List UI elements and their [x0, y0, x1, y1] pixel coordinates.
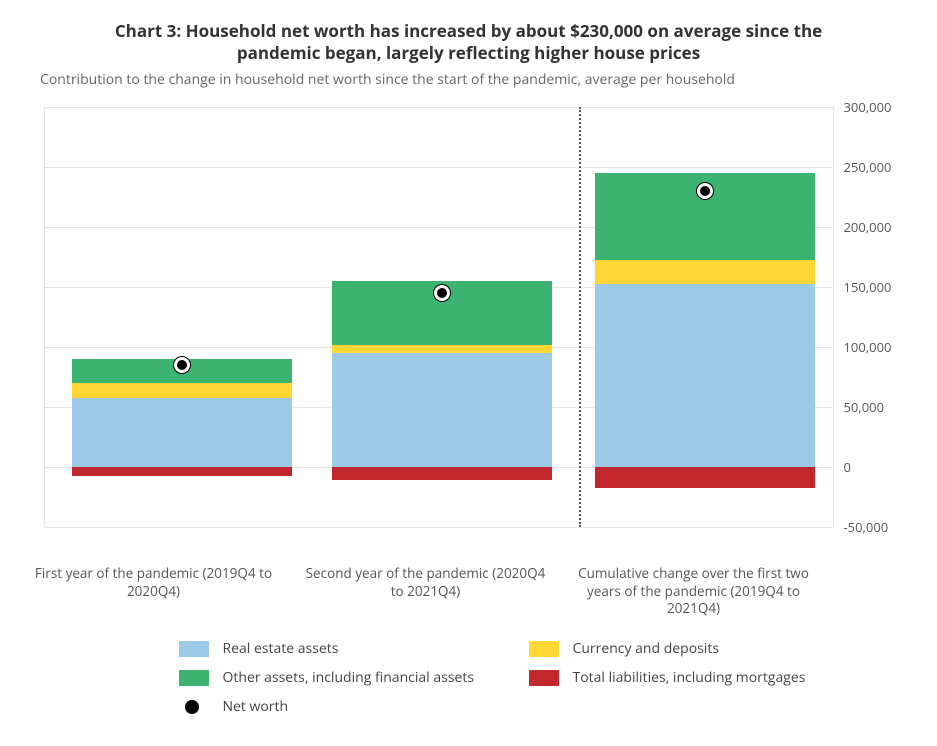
x-axis-label: Cumulative change over the first two yea… [574, 565, 814, 618]
legend-swatch [179, 641, 209, 657]
bar-segment-liabilities [332, 467, 552, 480]
legend-item-net_worth_marker: Net worth [179, 697, 509, 716]
bar-segment-real_estate [332, 353, 552, 467]
chart-container: Can$ -50,000050,000100,000150,000200,000… [34, 107, 904, 557]
bar-segment-liabilities [72, 467, 292, 475]
bar-segment-real_estate [595, 284, 815, 468]
legend-swatch [179, 670, 209, 686]
legend-label: Other assets, including financial assets [223, 668, 475, 687]
bar-group [595, 107, 815, 527]
legend-item-real_estate: Real estate assets [179, 639, 509, 658]
bar-group [72, 107, 292, 527]
bar-segment-liabilities [595, 467, 815, 487]
y-tick-label: 0 [844, 458, 851, 476]
net-worth-marker [697, 183, 713, 199]
bar-segment-real_estate [72, 398, 292, 468]
y-tick-label: 50,000 [844, 398, 885, 416]
legend-item-currency_deposits: Currency and deposits [529, 639, 859, 658]
legend-label: Net worth [223, 697, 289, 716]
legend-item-liabilities: Total liabilities, including mortgages [529, 668, 859, 687]
x-axis-labels: First year of the pandemic (2019Q4 to 20… [34, 565, 904, 625]
y-tick-label: -50,000 [844, 518, 889, 536]
bar-segment-currency_deposits [72, 383, 292, 397]
x-axis-label: Second year of the pandemic (2020Q4 to 2… [306, 565, 546, 600]
y-tick-label: 300,000 [844, 98, 892, 116]
legend-label: Currency and deposits [573, 639, 720, 658]
legend-swatch-circle [185, 700, 199, 714]
bar-segment-currency_deposits [332, 345, 552, 353]
legend-swatch [529, 670, 559, 686]
net-worth-marker [434, 285, 450, 301]
section-divider [579, 107, 581, 527]
legend-swatch [529, 641, 559, 657]
x-axis-label: First year of the pandemic (2019Q4 to 20… [34, 565, 274, 600]
legend-item-other_assets: Other assets, including financial assets [179, 668, 509, 687]
gridline [45, 527, 833, 528]
y-tick-label: 150,000 [844, 278, 892, 296]
chart-subtitle: Contribution to the change in household … [30, 70, 907, 89]
y-tick-label: 250,000 [844, 158, 892, 176]
y-tick-label: 100,000 [844, 338, 892, 356]
legend-label: Total liabilities, including mortgages [573, 668, 806, 687]
legend: Real estate assets Currency and deposits O… [79, 639, 859, 716]
legend-label: Real estate assets [223, 639, 339, 658]
bar-group [332, 107, 552, 527]
bar-segment-currency_deposits [595, 260, 815, 284]
chart-title: Chart 3: Household net worth has increas… [79, 20, 859, 64]
y-tick-label: 200,000 [844, 218, 892, 236]
plot-area [44, 107, 834, 527]
net-worth-marker [174, 357, 190, 373]
